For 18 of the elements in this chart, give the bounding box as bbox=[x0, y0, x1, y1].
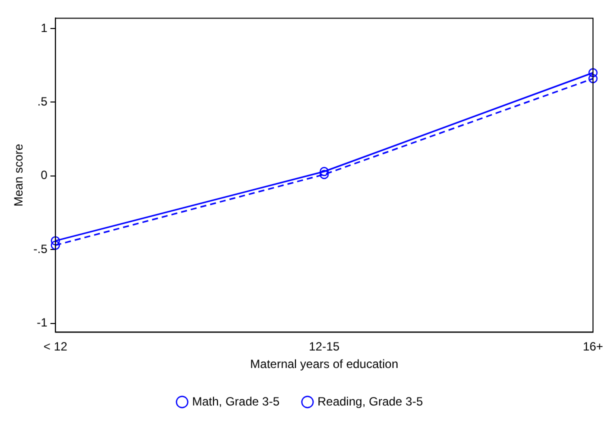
point bbox=[320, 166, 329, 176]
x-axis-title: Maternal years of education bbox=[250, 357, 398, 372]
legend-label: Math, Grade 3-5 bbox=[192, 394, 280, 408]
x-tick-label: < 12 bbox=[44, 340, 68, 354]
point bbox=[588, 68, 598, 78]
y-tick-label: 0 bbox=[40, 168, 48, 182]
legend-label: Reading, Grade 3-5 bbox=[317, 394, 424, 408]
point bbox=[320, 170, 329, 180]
x-tick-label: 16+ bbox=[582, 340, 604, 354]
point bbox=[588, 74, 598, 84]
x-tick-label: 12-15 bbox=[308, 340, 340, 354]
y-axis-title: Mean score bbox=[12, 144, 26, 207]
point bbox=[50, 240, 60, 250]
y-tick-label: -.5 bbox=[33, 242, 48, 256]
y-tick-label: .5 bbox=[37, 94, 48, 109]
y-tick-label: 1 bbox=[40, 20, 48, 35]
y-tick-label: -1 bbox=[36, 316, 48, 330]
point bbox=[50, 236, 60, 246]
